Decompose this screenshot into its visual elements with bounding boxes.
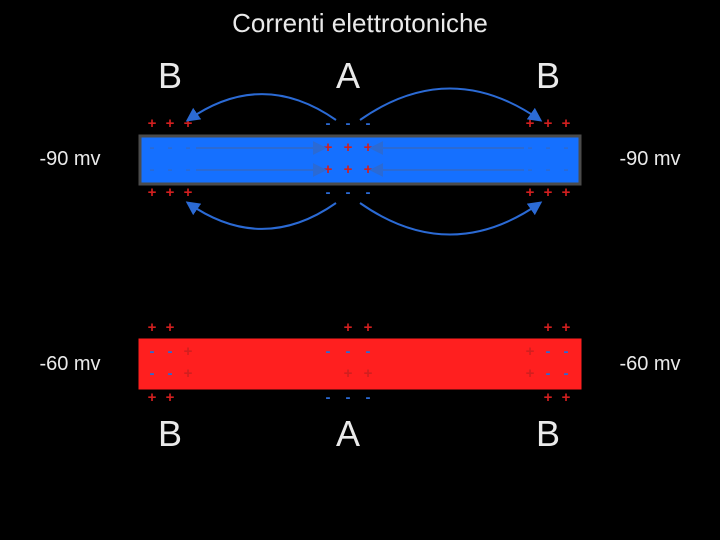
fiber2-charge: + (526, 365, 535, 382)
fiber1-charge: - (564, 161, 569, 178)
fiber1-charge: - (366, 115, 371, 132)
fiber1-charge: - (564, 139, 569, 156)
fiber1-charge: - (366, 184, 371, 201)
fiber2-charge: + (526, 343, 535, 360)
fiber1-charge: - (326, 184, 331, 201)
fiber2-charge: + (148, 319, 157, 336)
fiber2-charge: - (346, 343, 351, 360)
fiber2-charge: - (546, 343, 551, 360)
fiber2-charge: - (168, 343, 173, 360)
voltage-top-left: -90 mv (39, 148, 100, 170)
fiber2-charge: + (166, 389, 175, 406)
fiber2-charge: + (166, 319, 175, 336)
bot-letter-b2: B (536, 413, 560, 454)
voltage-bot-right: -60 mv (619, 353, 680, 375)
fiber2-charge: + (562, 319, 571, 336)
fiber1-charge: + (364, 161, 373, 178)
fiber1-charge: - (150, 161, 155, 178)
fiber2-charge: + (184, 343, 193, 360)
fiber1-charge: - (168, 161, 173, 178)
fiber2-charge: + (184, 365, 193, 382)
fiber2-charge: - (564, 343, 569, 360)
fiber1-charge: + (344, 139, 353, 156)
fiber1-charge: + (526, 115, 535, 132)
fiber1-charge: - (168, 139, 173, 156)
fiber1-charge: + (324, 161, 333, 178)
fiber2-charge: - (564, 365, 569, 382)
fiber1-charge: + (526, 184, 535, 201)
fiber1-charge: + (148, 115, 157, 132)
fiber1-charge: - (346, 115, 351, 132)
fiber2-charge: + (364, 319, 373, 336)
fiber2-charge: + (344, 365, 353, 382)
fiber1-charge: - (150, 139, 155, 156)
fiber1-charge: + (148, 184, 157, 201)
top-letter-a: A (336, 55, 360, 96)
fiber2-charge: + (562, 389, 571, 406)
fiber1-charge: + (324, 139, 333, 156)
fiber1-charge: - (546, 139, 551, 156)
fiber1-charge: - (528, 161, 533, 178)
fiber2-charge: - (150, 365, 155, 382)
fiber2-charge: + (544, 319, 553, 336)
fiber2-charge: + (544, 389, 553, 406)
fiber1-charge: + (184, 184, 193, 201)
fiber1-charge: + (364, 139, 373, 156)
fiber-top (140, 136, 580, 184)
fiber1-charge: + (544, 115, 553, 132)
fiber2-charge: - (326, 389, 331, 406)
fiber1-charge: - (528, 139, 533, 156)
top-letter-b2: B (536, 55, 560, 96)
fiber1-charge: - (186, 139, 191, 156)
voltage-bot-left: -60 mv (39, 353, 100, 375)
fiber1-charge: + (562, 184, 571, 201)
fiber2-charge: - (546, 365, 551, 382)
fiber2-charge: + (148, 389, 157, 406)
fiber2-charge: + (364, 365, 373, 382)
fiber1-charge: - (186, 161, 191, 178)
bot-letter-a: A (336, 413, 360, 454)
fiber2-charge: - (366, 389, 371, 406)
fiber-bottom (140, 340, 580, 388)
fiber1-charge: + (344, 161, 353, 178)
fiber1-charge: + (544, 184, 553, 201)
fiber2-charge: - (150, 343, 155, 360)
bot-letter-b1: B (158, 413, 182, 454)
fiber1-charge: - (326, 115, 331, 132)
fiber2-charge: - (366, 343, 371, 360)
fiber1-charge: - (546, 161, 551, 178)
fiber1-charge: + (562, 115, 571, 132)
fiber2-charge: - (346, 389, 351, 406)
fiber2-charge: - (168, 365, 173, 382)
fiber2-charge: - (326, 343, 331, 360)
title: Correnti elettrotoniche (232, 8, 488, 38)
top-letter-b1: B (158, 55, 182, 96)
voltage-top-right: -90 mv (619, 148, 680, 170)
fiber1-charge: + (166, 184, 175, 201)
fiber1-charge: + (166, 115, 175, 132)
fiber2-charge: + (344, 319, 353, 336)
fiber1-charge: - (346, 184, 351, 201)
